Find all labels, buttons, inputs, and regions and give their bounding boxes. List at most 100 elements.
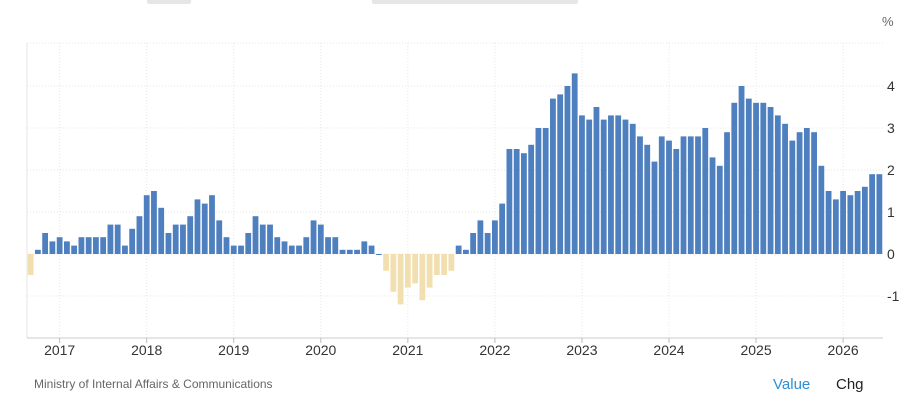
bar[interactable] [93, 237, 99, 254]
bar[interactable] [165, 233, 172, 254]
bar[interactable] [85, 237, 92, 254]
bar[interactable] [550, 98, 556, 254]
bar[interactable] [397, 254, 404, 305]
bar[interactable] [288, 245, 295, 254]
bar[interactable] [462, 249, 469, 254]
bar[interactable] [709, 157, 716, 254]
bar[interactable] [615, 115, 622, 255]
bar[interactable] [404, 254, 411, 288]
bar[interactable] [579, 115, 585, 255]
bar[interactable] [317, 224, 324, 254]
bar[interactable] [64, 241, 70, 254]
bar[interactable] [818, 165, 825, 254]
bar[interactable] [869, 174, 876, 254]
bar[interactable] [158, 207, 165, 254]
bar[interactable] [695, 136, 701, 254]
bar[interactable] [608, 115, 614, 255]
bar[interactable] [528, 144, 535, 254]
bar[interactable] [433, 254, 440, 275]
bar[interactable] [564, 86, 571, 254]
bar[interactable] [796, 132, 803, 254]
bar[interactable] [470, 233, 477, 254]
bar[interactable] [811, 132, 817, 254]
tab-value[interactable]: Value [773, 376, 811, 393]
tab-chg[interactable]: Chg [836, 376, 864, 393]
bar[interactable] [673, 149, 680, 254]
bar[interactable] [557, 94, 564, 255]
bar[interactable] [339, 249, 346, 254]
bar[interactable] [716, 165, 723, 254]
bar[interactable] [332, 237, 339, 254]
bar[interactable] [274, 237, 281, 254]
bar[interactable] [281, 241, 288, 254]
bar[interactable] [259, 224, 266, 254]
bar[interactable] [296, 245, 302, 254]
bar[interactable] [535, 128, 542, 254]
bar[interactable] [832, 199, 839, 254]
bar[interactable] [825, 191, 832, 254]
bar[interactable] [492, 220, 498, 254]
bar[interactable] [209, 195, 215, 254]
bar[interactable] [194, 199, 201, 254]
bar[interactable] [375, 254, 382, 255]
bar[interactable] [782, 123, 788, 254]
bar[interactable] [223, 237, 230, 254]
bar[interactable] [245, 233, 252, 254]
bar[interactable] [593, 107, 600, 254]
bar[interactable] [122, 245, 128, 254]
bar[interactable] [172, 224, 179, 254]
bar[interactable] [702, 128, 709, 254]
bar[interactable] [521, 153, 527, 254]
bar[interactable] [767, 107, 774, 254]
bar[interactable] [354, 249, 360, 254]
bar[interactable] [34, 249, 41, 254]
bar[interactable] [100, 237, 107, 254]
bar[interactable] [310, 220, 317, 254]
bar[interactable] [180, 224, 186, 254]
bar[interactable] [412, 254, 418, 284]
bar[interactable] [745, 98, 752, 254]
bar[interactable] [187, 216, 194, 254]
bar[interactable] [383, 254, 389, 271]
bar[interactable] [753, 102, 759, 254]
bar[interactable] [426, 254, 433, 288]
bar[interactable] [303, 237, 310, 254]
bar[interactable] [840, 191, 846, 254]
bar[interactable] [230, 245, 237, 254]
bar[interactable] [448, 254, 455, 271]
bar[interactable] [42, 233, 49, 254]
bar[interactable] [774, 115, 781, 255]
bar[interactable] [847, 195, 854, 254]
bar[interactable] [789, 140, 796, 254]
bar[interactable] [803, 128, 810, 254]
bar[interactable] [136, 216, 143, 254]
bar[interactable] [441, 254, 448, 275]
bar[interactable] [107, 224, 114, 254]
bar[interactable] [876, 174, 883, 254]
bar[interactable] [738, 86, 745, 254]
bar[interactable] [143, 195, 150, 254]
bar[interactable] [477, 220, 484, 254]
bar[interactable] [571, 73, 578, 255]
bar[interactable] [629, 123, 636, 254]
bar[interactable] [651, 161, 658, 254]
bar[interactable] [238, 245, 244, 254]
bar[interactable] [731, 102, 738, 254]
bar[interactable] [201, 203, 208, 254]
bar[interactable] [499, 203, 506, 254]
bar[interactable] [854, 191, 861, 254]
bar[interactable] [542, 128, 549, 254]
bar[interactable] [622, 119, 629, 254]
bar[interactable] [390, 254, 397, 292]
bar[interactable] [267, 224, 273, 254]
bar[interactable] [419, 254, 426, 301]
bar[interactable] [325, 237, 331, 254]
bar[interactable] [680, 136, 687, 254]
bar[interactable] [484, 233, 491, 254]
bar[interactable] [586, 119, 593, 254]
bar[interactable] [129, 228, 136, 254]
bar[interactable] [49, 241, 56, 254]
bar[interactable] [361, 241, 368, 254]
bar[interactable] [506, 149, 513, 254]
bar[interactable] [724, 132, 730, 254]
